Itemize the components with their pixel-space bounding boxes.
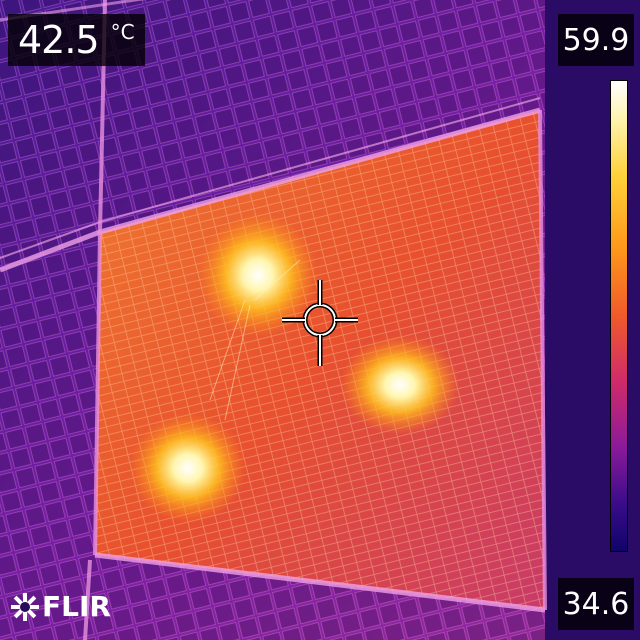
scale-max: 59.9 bbox=[558, 14, 634, 66]
flir-logo-icon bbox=[11, 592, 39, 621]
brand-logo: FLIR bbox=[10, 590, 111, 623]
brand-name: FLIR bbox=[42, 590, 111, 623]
scale-min: 34.6 bbox=[558, 578, 634, 630]
temperature-readout: 42.5 °C bbox=[8, 14, 145, 66]
temperature-unit: °C bbox=[110, 20, 135, 44]
color-scale-bar bbox=[610, 80, 628, 552]
crosshair-icon bbox=[282, 280, 358, 366]
temperature-value: 42.5 bbox=[18, 18, 100, 62]
